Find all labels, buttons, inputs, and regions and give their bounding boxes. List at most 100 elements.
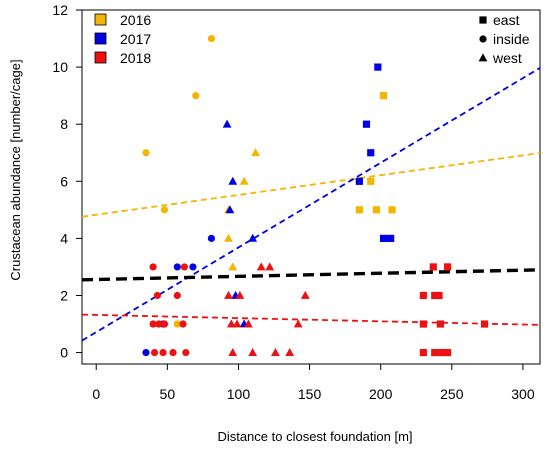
data-point-2017-east bbox=[355, 177, 363, 185]
data-point-2018-west bbox=[228, 347, 238, 356]
data-point-2016-west bbox=[251, 148, 260, 157]
data-point-2017-inside bbox=[173, 263, 181, 271]
legend-marker-west bbox=[478, 53, 488, 62]
data-point-2016-inside bbox=[160, 206, 169, 214]
data-point-2018-west bbox=[285, 347, 295, 356]
legend-label-2018: 2018 bbox=[120, 50, 151, 66]
legend-marker-inside bbox=[479, 35, 487, 43]
trend-line-2016 bbox=[81, 152, 541, 218]
y-axis: 0 2 4 6 8 10 12 bbox=[52, 2, 82, 361]
x-tick-label: 300 bbox=[511, 386, 535, 402]
data-point-2016-east bbox=[388, 206, 396, 214]
data-point-2018-inside bbox=[169, 348, 177, 357]
data-point-2016-west bbox=[228, 262, 238, 271]
data-point-2017-east bbox=[362, 120, 371, 128]
data-point-2016-inside bbox=[192, 92, 200, 100]
data-point-2016-inside bbox=[142, 149, 150, 157]
x-tick-label: 100 bbox=[227, 386, 251, 402]
data-point-2018-inside bbox=[155, 320, 163, 328]
plot-border bbox=[81, 9, 541, 365]
y-tick-label: 2 bbox=[60, 287, 68, 303]
data-point-2018-inside bbox=[182, 348, 190, 357]
trend-line-overall bbox=[81, 268, 541, 282]
data-point-2018-west bbox=[244, 319, 253, 328]
legend-label-west: west bbox=[492, 50, 522, 66]
data-point-2018-west bbox=[226, 319, 236, 328]
y-tick-label: 8 bbox=[60, 116, 68, 132]
x-tick-label: 150 bbox=[298, 386, 322, 402]
data-point-2017-west bbox=[228, 176, 238, 185]
trend-lines bbox=[81, 67, 541, 342]
x-axis-label: Distance to closest foundation [m] bbox=[217, 429, 412, 444]
y-tick-label: 6 bbox=[60, 173, 68, 189]
data-point-2018-inside bbox=[160, 320, 169, 328]
data-point-2018-west bbox=[256, 262, 266, 271]
data-point-2016-east bbox=[372, 206, 381, 214]
legend-label-2017: 2017 bbox=[120, 31, 151, 47]
data-point-2018-inside bbox=[149, 263, 157, 271]
data-point-2018-inside bbox=[179, 320, 187, 328]
data-point-2018-east bbox=[438, 348, 446, 357]
legend-marker-east bbox=[479, 16, 487, 24]
data-points bbox=[142, 34, 489, 357]
y-tick-label: 10 bbox=[52, 59, 68, 75]
data-point-2017-west bbox=[248, 233, 258, 242]
data-point-2018-east bbox=[419, 320, 427, 328]
data-point-2016-inside bbox=[173, 320, 181, 328]
data-point-2017-east bbox=[367, 149, 375, 157]
data-point-2018-inside bbox=[180, 263, 189, 271]
x-tick-label: 50 bbox=[160, 386, 176, 402]
data-point-2018-west bbox=[293, 319, 303, 328]
y-axis-label: Crustacean abundance [number/cage] bbox=[8, 59, 23, 280]
data-point-2016-east bbox=[367, 177, 375, 185]
trend-line-2018 bbox=[81, 313, 541, 326]
data-point-2018-west bbox=[224, 290, 233, 299]
data-point-2018-east bbox=[431, 291, 439, 300]
legend-label-inside: inside bbox=[493, 31, 530, 47]
data-point-2017-east bbox=[379, 234, 388, 242]
legend-swatch-2016 bbox=[94, 13, 107, 26]
data-point-2016-west bbox=[239, 176, 249, 185]
legend-swatch-2017 bbox=[94, 32, 107, 45]
data-point-2017-inside bbox=[207, 234, 216, 242]
data-point-2018-east bbox=[436, 320, 445, 328]
data-point-2017-inside bbox=[189, 263, 197, 271]
data-point-2018-east bbox=[419, 291, 427, 300]
data-point-2017-west bbox=[222, 119, 232, 128]
data-point-2018-east bbox=[419, 348, 427, 357]
x-tick-label: 250 bbox=[440, 386, 464, 402]
data-point-2018-inside bbox=[149, 320, 157, 328]
data-point-2018-west bbox=[300, 290, 310, 299]
y-tick-label: 0 bbox=[60, 345, 68, 361]
data-point-2018-west bbox=[232, 319, 242, 328]
data-point-2018-west bbox=[248, 347, 258, 356]
y-tick-label: 4 bbox=[60, 230, 68, 246]
data-point-2018-west bbox=[235, 290, 245, 299]
trend-line-2017 bbox=[81, 67, 541, 342]
data-point-2018-east bbox=[431, 348, 439, 357]
y-tick-label: 12 bbox=[52, 2, 68, 18]
data-point-2018-east bbox=[443, 348, 452, 357]
data-point-2017-inside bbox=[142, 348, 150, 357]
data-point-2018-inside bbox=[159, 348, 167, 357]
x-tick-label: 200 bbox=[369, 386, 393, 402]
data-point-2016-west bbox=[224, 233, 233, 242]
plot-frame bbox=[81, 9, 541, 365]
data-point-2016-east bbox=[379, 92, 388, 100]
data-point-2017-west bbox=[225, 205, 235, 214]
data-point-2016-inside bbox=[207, 34, 216, 43]
x-axis: 0 50 100 150 200 250 300 bbox=[92, 364, 535, 402]
data-point-2018-east bbox=[480, 320, 489, 328]
data-point-2018-inside bbox=[153, 291, 161, 300]
legend-swatch-2018 bbox=[94, 51, 107, 64]
data-point-2018-east bbox=[429, 263, 437, 271]
legend-positions: east inside west bbox=[478, 12, 530, 66]
data-point-2018-east bbox=[435, 291, 443, 300]
legend-label-2016: 2016 bbox=[120, 12, 151, 28]
data-point-2016-east bbox=[355, 206, 363, 214]
data-point-2017-east bbox=[387, 234, 395, 242]
legend-label-east: east bbox=[493, 12, 520, 28]
data-point-2017-east bbox=[374, 63, 382, 71]
x-tick-label: 0 bbox=[92, 386, 100, 402]
